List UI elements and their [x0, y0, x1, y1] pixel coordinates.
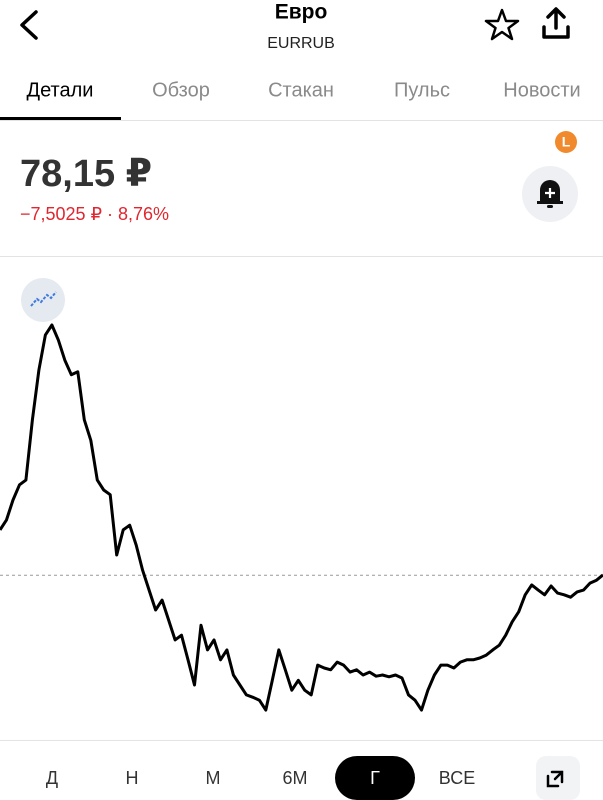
tab[interactable]: Детали	[27, 79, 94, 101]
alert-button[interactable]	[522, 166, 578, 222]
tab-bar: Детали Обзор Стакан Пульс Новости	[27, 79, 581, 101]
period-option[interactable]: 6М	[282, 768, 307, 788]
price-change: −7,5025 ₽ · 8,76%	[20, 204, 169, 224]
back-button[interactable]	[20, 10, 38, 40]
period-option[interactable]: Д	[46, 768, 58, 788]
chart-type-button[interactable]	[21, 278, 65, 322]
tab[interactable]: Обзор	[152, 79, 210, 101]
tab-indicator	[0, 117, 121, 120]
tab[interactable]: Новости	[503, 79, 580, 101]
badge-label: L	[562, 134, 571, 150]
tab[interactable]: Пульс	[394, 79, 450, 101]
divider	[0, 740, 603, 741]
divider	[0, 120, 603, 121]
share-button[interactable]	[542, 7, 570, 39]
period-bar: Д Н М 6М Г ВСЕ	[46, 756, 475, 800]
price-line	[0, 323, 603, 712]
favorite-button[interactable]	[484, 8, 520, 41]
tab[interactable]: Стакан	[268, 79, 334, 101]
badge	[555, 131, 577, 153]
fullscreen-button[interactable]	[536, 756, 580, 800]
period-option[interactable]: Н	[126, 768, 139, 788]
period-option[interactable]: М	[206, 768, 221, 788]
period-option[interactable]: ВСЕ	[439, 768, 475, 788]
subtitle: EURRUB	[267, 35, 335, 52]
divider	[0, 256, 603, 257]
price: 78,15 ₽	[20, 153, 152, 195]
period-selected	[335, 756, 415, 800]
price-chart	[0, 323, 603, 712]
period-option[interactable]: Г	[370, 768, 380, 788]
title: Евро	[275, 1, 328, 24]
